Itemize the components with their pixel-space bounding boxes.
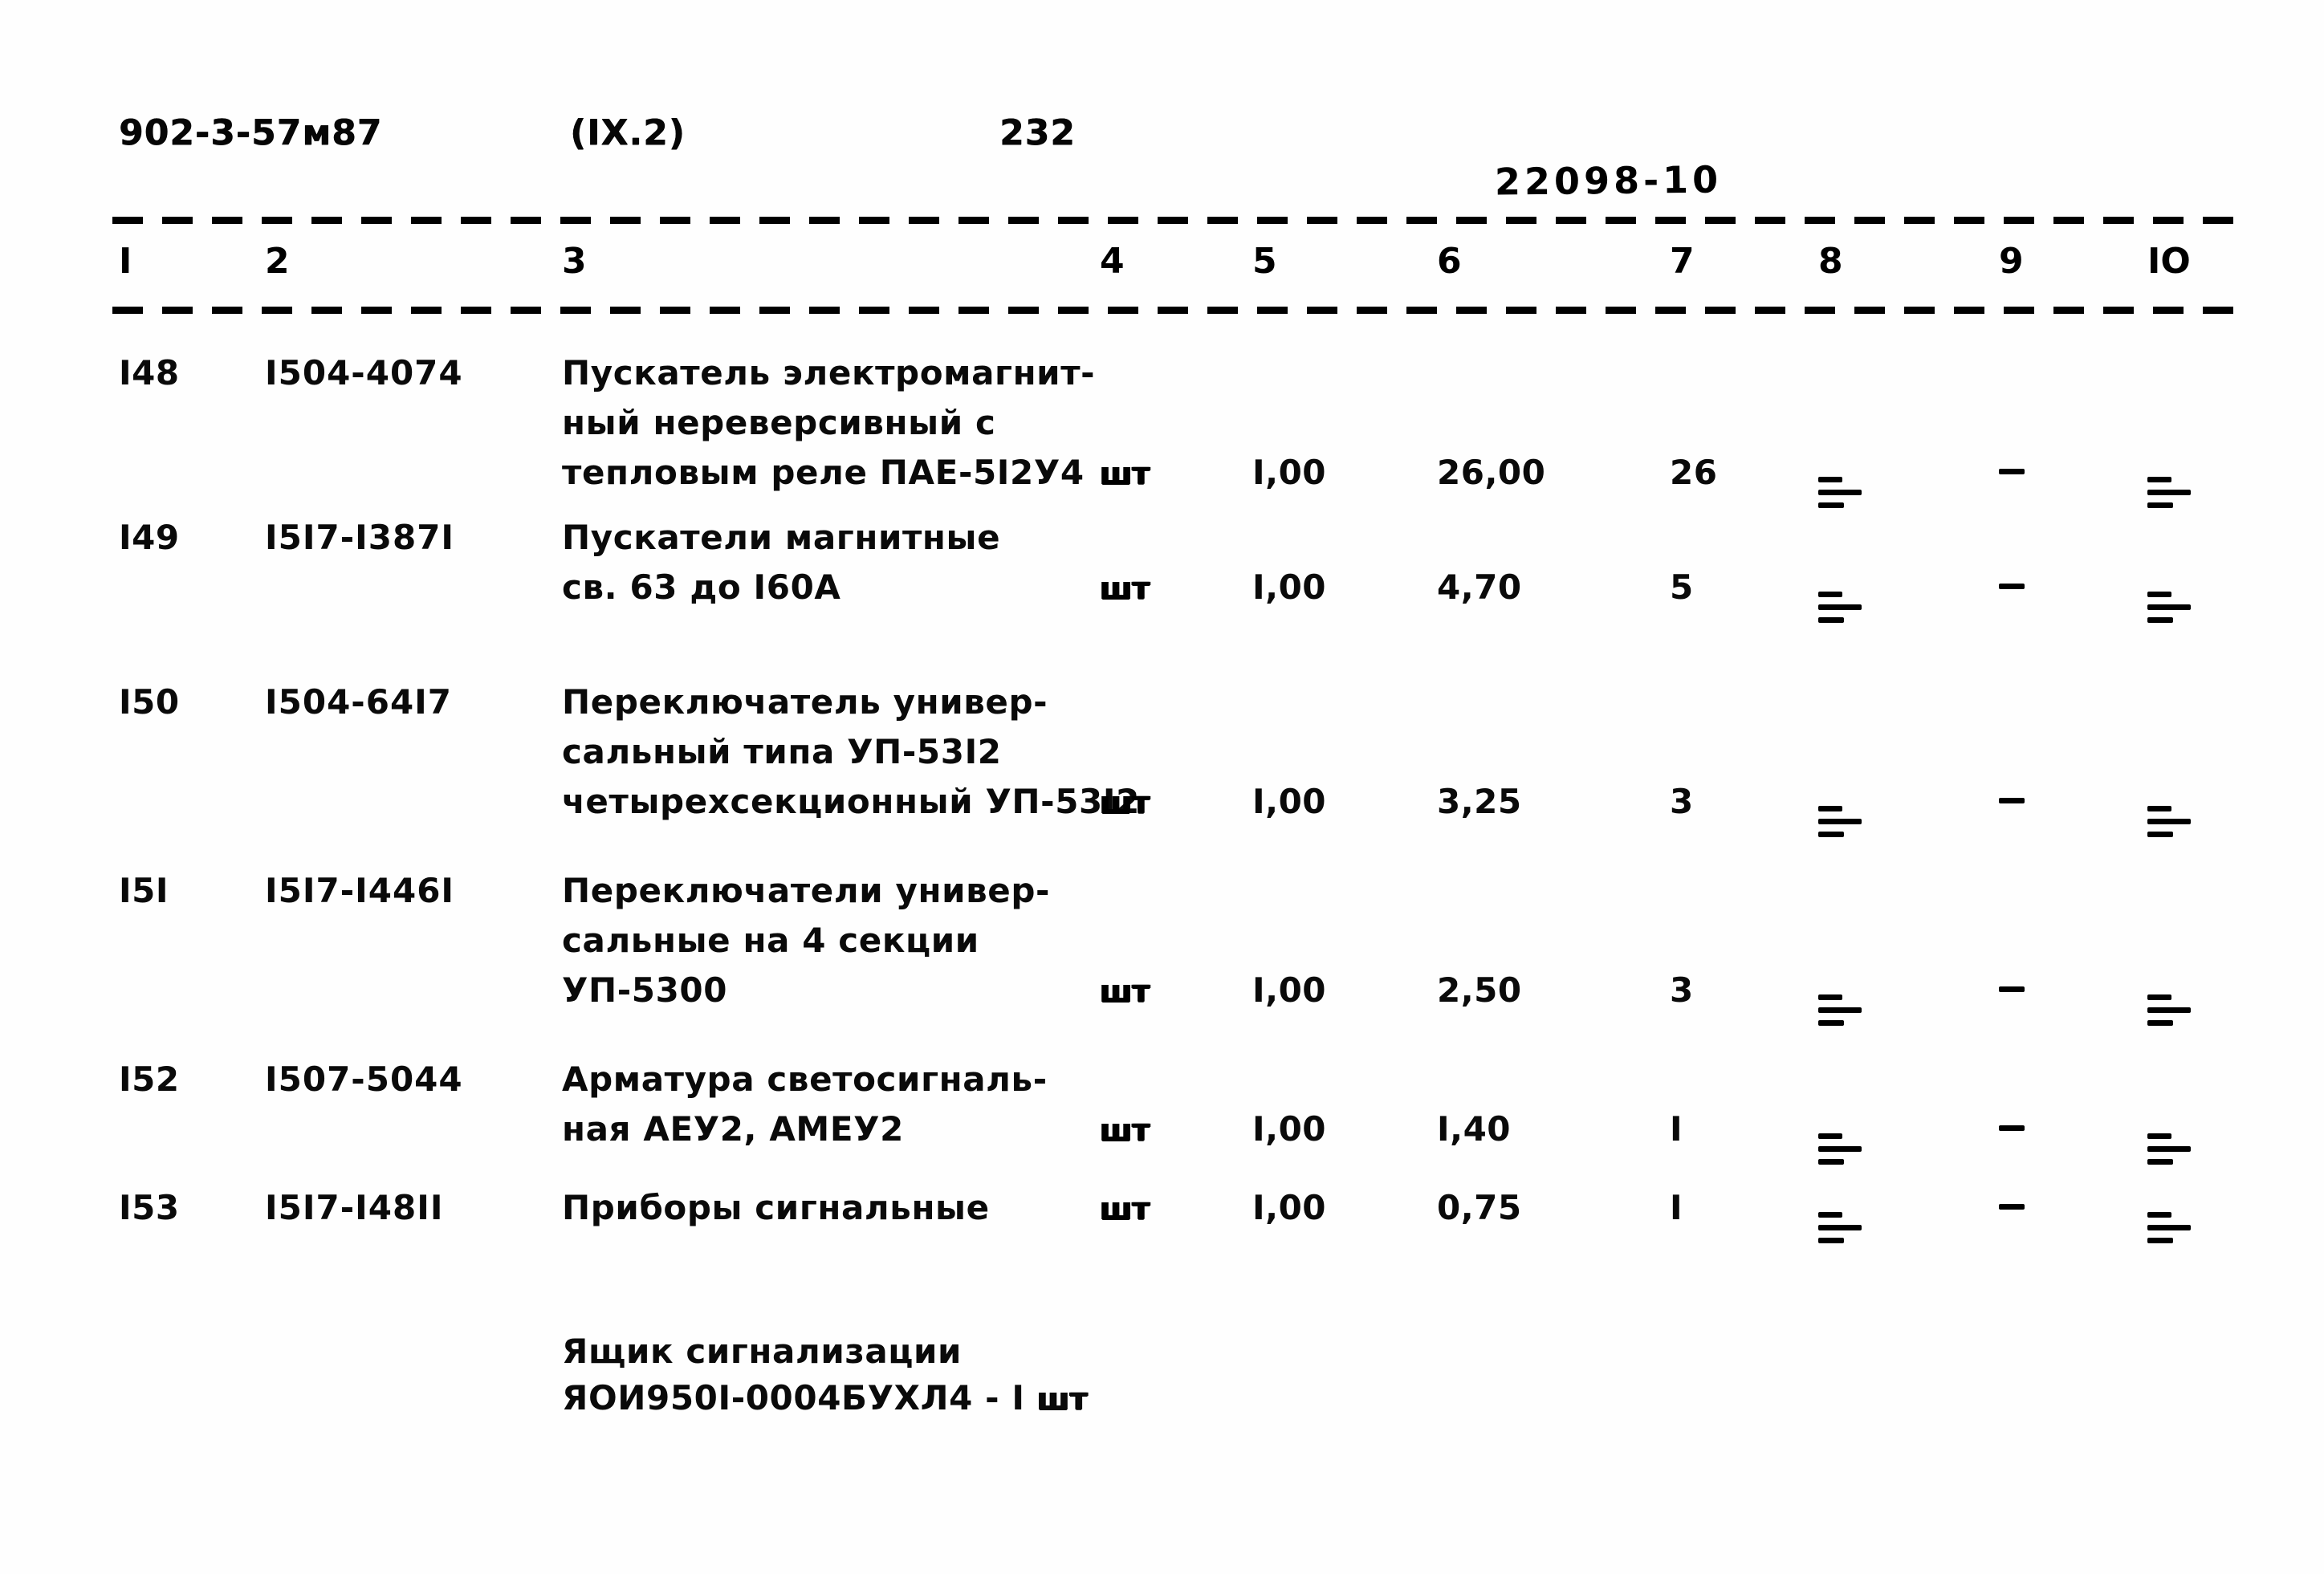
column-header-4: 4 [1100, 241, 1125, 282]
footer-line-2-text: ЯОИ950I-0004БУХЛ4 - I [562, 1378, 1037, 1417]
table-row: I49 I5I7-I387I Пускатели магнитные св. 63 … [0, 518, 2324, 670]
column-header-1: I [119, 241, 132, 282]
footer-line-1: Ящик сигнализации [562, 1332, 963, 1371]
column-header-5: 5 [1252, 241, 1277, 282]
row-code: I507-5044 [265, 1060, 463, 1099]
row-col9-marker [1999, 798, 2025, 803]
row-col9-marker [1999, 584, 2025, 589]
row-position: I53 [119, 1188, 180, 1227]
footer-unit: шт [1036, 1381, 1089, 1417]
table-top-rule [112, 217, 2240, 224]
row-quantity: I,00 [1252, 453, 1327, 492]
row-unit: шт [1100, 974, 1150, 1009]
row-price: 3,25 [1437, 782, 1522, 821]
row-sum: 26 [1670, 453, 1718, 492]
row-col8-marker [1818, 991, 1862, 1033]
page-number: 232 [999, 112, 1076, 153]
row-description: Пускатель электромагнит- ный нереверсивн… [562, 353, 1096, 492]
table-row: I5I I5I7-I446I Переключатели универ- сальн… [0, 871, 2324, 1051]
row-col9-marker [1999, 469, 2025, 474]
row-col8-marker [1818, 588, 1862, 630]
column-header-row: I 2 3 4 5 6 7 8 9 IO [0, 241, 2324, 297]
row-code: I5I7-I48II [265, 1188, 444, 1227]
stamp-number: 22098-10 [1494, 157, 1723, 204]
column-header-3: 3 [562, 241, 587, 282]
table-row: I52 I507-5044 Арматура светосигналь- ная А… [0, 1060, 2324, 1188]
column-header-9: 9 [1999, 241, 2024, 282]
row-quantity: I,00 [1252, 1109, 1327, 1149]
row-sum: I [1670, 1109, 1683, 1149]
table-bottom-rule [112, 307, 2240, 314]
row-unit: шт [1100, 1112, 1150, 1148]
row-price: 2,50 [1437, 970, 1522, 1010]
row-description: Переключатель универ- сальный типа УП-53… [562, 682, 1140, 821]
table-row: I48 I504-4074 Пускатель электромагнит- ный… [0, 353, 2324, 508]
row-col8-marker [1818, 1209, 1862, 1251]
row-col8-marker [1818, 1130, 1862, 1172]
row-col10-marker [2147, 991, 2191, 1033]
row-sum: 5 [1670, 567, 1694, 607]
row-col10-marker [2147, 1209, 2191, 1251]
row-sum: 3 [1670, 782, 1694, 821]
row-quantity: I,00 [1252, 567, 1327, 607]
column-header-8: 8 [1818, 241, 1843, 282]
row-quantity: I,00 [1252, 782, 1327, 821]
row-price: 0,75 [1437, 1188, 1522, 1227]
row-col10-marker [2147, 588, 2191, 630]
row-col10-marker [2147, 474, 2191, 515]
document-header: 902-3-57м87 (IX.2) 232 [0, 112, 2324, 177]
column-header-2: 2 [265, 241, 290, 282]
row-code: I504-4074 [265, 353, 463, 392]
row-sum: 3 [1670, 970, 1694, 1010]
row-sum: I [1670, 1188, 1683, 1227]
row-unit: шт [1100, 1191, 1150, 1226]
row-position: I50 [119, 682, 180, 722]
row-position: I5I [119, 871, 169, 910]
footer-line-2: ЯОИ950I-0004БУХЛ4 - I шт [562, 1375, 1088, 1422]
row-col8-marker [1818, 803, 1862, 844]
row-price: 4,70 [1437, 567, 1522, 607]
document-code: 902-3-57м87 [119, 112, 383, 153]
column-header-7: 7 [1670, 241, 1695, 282]
row-description: Приборы сигнальные [562, 1188, 990, 1227]
row-price: 26,00 [1437, 453, 1546, 492]
row-unit: шт [1100, 785, 1150, 820]
column-header-6: 6 [1437, 241, 1462, 282]
row-col8-marker [1818, 474, 1862, 515]
table-row: I53 I5I7-I48II Приборы сигнальные шт I,00 0,7… [0, 1188, 2324, 1316]
row-quantity: I,00 [1252, 970, 1327, 1010]
row-col10-marker [2147, 1130, 2191, 1172]
row-unit: шт [1100, 456, 1150, 491]
row-code: I5I7-I387I [265, 518, 455, 557]
row-col9-marker [1999, 1125, 2025, 1131]
column-header-10: IO [2147, 241, 2191, 282]
row-position: I48 [119, 353, 180, 392]
row-position: I52 [119, 1060, 180, 1099]
footer-note: Ящик сигнализации ЯОИ950I-0004БУХЛ4 - I ш… [562, 1328, 1088, 1422]
row-price: I,40 [1437, 1109, 1512, 1149]
row-unit: шт [1100, 571, 1150, 606]
row-position: I49 [119, 518, 180, 557]
row-description: Пускатели магнитные св. 63 до I60А [562, 518, 1001, 607]
document-section: (IX.2) [570, 112, 686, 153]
row-code: I504-64I7 [265, 682, 453, 722]
row-code: I5I7-I446I [265, 871, 455, 910]
row-col9-marker [1999, 1204, 2025, 1210]
row-col9-marker [1999, 986, 2025, 992]
table-row: I50 I504-64I7 Переключатель универ- сальны… [0, 682, 2324, 863]
row-description: Переключатели универ- сальные на 4 секци… [562, 871, 1051, 1010]
row-quantity: I,00 [1252, 1188, 1327, 1227]
row-col10-marker [2147, 803, 2191, 844]
row-description: Арматура светосигналь- ная АЕУ2, АМЕУ2 [562, 1060, 1048, 1149]
